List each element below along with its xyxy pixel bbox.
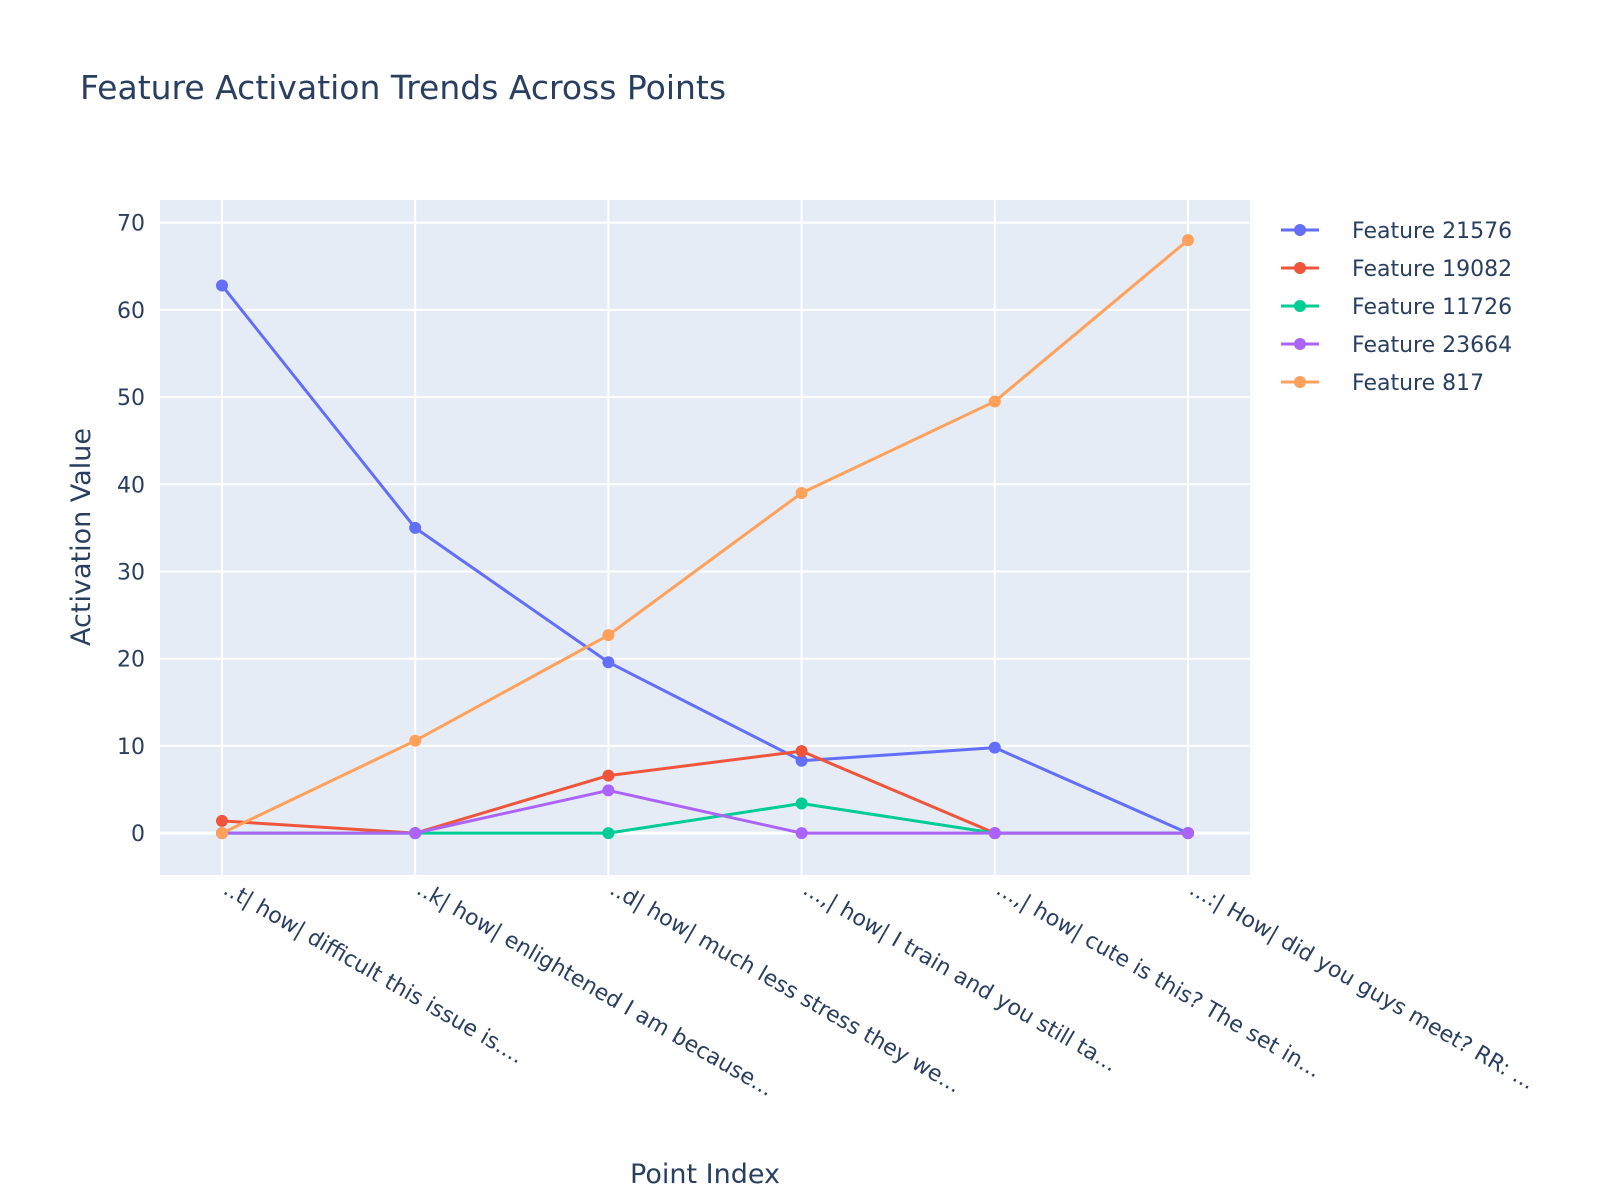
x-tick-label: ..d| how| much less stress they we...: [605, 877, 965, 1099]
data-point[interactable]: [409, 827, 422, 840]
series-line: [222, 788, 1188, 835]
y-tick-label: 0: [131, 822, 145, 847]
legend-item[interactable]: Feature 817: [1281, 371, 1484, 396]
legend-item[interactable]: Feature 19082: [1281, 257, 1512, 282]
data-point[interactable]: [602, 827, 615, 840]
legend[interactable]: Feature 21576 Feature 19082 Feature 11726 F…: [1281, 219, 1512, 396]
x-axis-ticks: ..t| how| difficult this issue is......k…: [219, 877, 1539, 1102]
y-tick-label: 30: [117, 561, 145, 586]
y-tick-label: 40: [117, 473, 145, 498]
data-point[interactable]: [988, 395, 1001, 408]
legend-label: Feature 19082: [1352, 257, 1512, 282]
series-line: [220, 284, 1189, 835]
legend-marker: [1294, 338, 1306, 350]
data-point[interactable]: [795, 827, 808, 840]
data-point[interactable]: [795, 754, 808, 767]
legend-item[interactable]: Feature 23664: [1281, 333, 1512, 358]
data-point[interactable]: [1182, 827, 1194, 840]
data-point[interactable]: [602, 629, 615, 642]
data-point[interactable]: [602, 769, 615, 782]
data-point[interactable]: [409, 734, 422, 747]
legend-label: Feature 11726: [1352, 295, 1512, 320]
legend-marker: [1294, 376, 1306, 388]
series-4: [216, 234, 1194, 840]
data-point[interactable]: [988, 741, 1001, 754]
legend-label: Feature 817: [1352, 371, 1484, 396]
y-tick-label: 60: [117, 299, 145, 324]
legend-item[interactable]: Feature 21576: [1281, 219, 1512, 244]
data-point[interactable]: [409, 521, 422, 534]
chart-title: Feature Activation Trends Across Points: [80, 68, 726, 107]
x-tick-label: ...,| how| I train and you still ta...: [799, 877, 1122, 1078]
data-point[interactable]: [216, 279, 228, 292]
plot-area: [160, 200, 1250, 875]
data-point[interactable]: [795, 487, 808, 500]
data-point[interactable]: [602, 784, 615, 797]
y-axis-ticks: 0 10 20 30 40 50 60 70: [117, 212, 145, 847]
data-point[interactable]: [216, 814, 228, 827]
data-point[interactable]: [988, 827, 1001, 840]
x-axis-title: Point Index: [630, 1159, 780, 1190]
series-line: [221, 238, 1189, 835]
data-point[interactable]: [1182, 234, 1194, 247]
data-point[interactable]: [795, 797, 808, 810]
x-tick-label: ...,| how| cute is this? The set in...: [992, 877, 1325, 1084]
legend-label: Feature 21576: [1352, 219, 1512, 244]
series-layer: [216, 234, 1194, 840]
y-tick-label: 10: [117, 735, 145, 760]
x-tick-label: ...:| How| did you guys meet? RR: ...: [1185, 877, 1539, 1096]
legend-marker: [1294, 224, 1306, 236]
data-point[interactable]: [795, 745, 808, 758]
y-axis-title: Activation Value: [66, 428, 97, 646]
y-tick-label: 50: [117, 386, 145, 411]
y-tick-label: 20: [117, 648, 145, 673]
legend-label: Feature 23664: [1352, 333, 1512, 358]
y-tick-label: 70: [117, 212, 145, 237]
legend-marker: [1294, 262, 1306, 274]
x-tick-label: ..k| how| enlightened I am because...: [412, 877, 777, 1102]
data-point[interactable]: [216, 827, 228, 840]
x-tick-label: ..t| how| difficult this issue is....: [219, 877, 528, 1070]
legend-item[interactable]: Feature 11726: [1281, 295, 1512, 320]
legend-marker: [1294, 300, 1306, 312]
data-point[interactable]: [602, 656, 615, 669]
